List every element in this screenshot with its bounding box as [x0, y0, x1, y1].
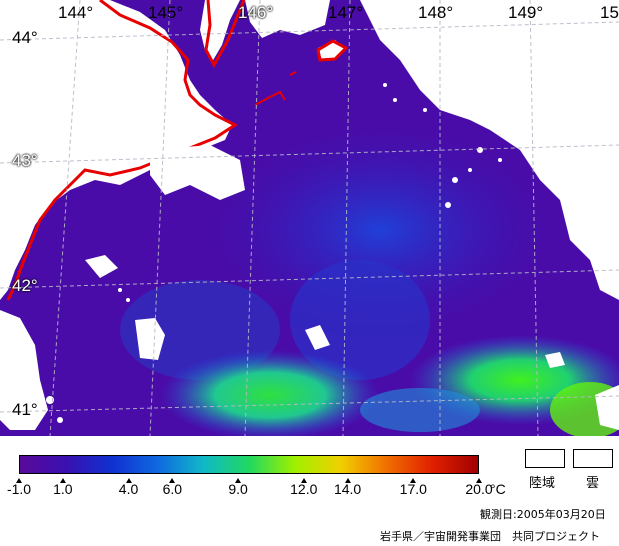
latitude-label: 42°	[12, 276, 38, 295]
longitude-label: 148°	[418, 3, 454, 22]
color-bar-tick	[476, 478, 482, 483]
latitude-label: 43°	[12, 151, 38, 170]
cloud-cover	[0, 0, 619, 430]
longitude-label: 145°	[148, 3, 184, 22]
warm-water-region	[360, 388, 480, 432]
coastline	[204, 0, 246, 69]
coastline	[289, 71, 297, 76]
color-bar-tick-label: -1.0	[6, 481, 32, 497]
color-bar-tick	[16, 478, 22, 483]
color-bar-tick	[235, 478, 242, 483]
credit-text: 岩手県／宇宙開発事業団 共同プロジェクト	[380, 530, 600, 543]
sea-surface-temperature-map	[0, 0, 619, 436]
cold-water-region	[290, 260, 430, 380]
longitude-label: 144°	[58, 3, 94, 22]
color-bar-tick-label: 4.0	[118, 481, 139, 497]
cold-water-region	[200, 120, 560, 340]
land-legend-label: 陸域	[529, 476, 556, 491]
latitude-label: 44°	[12, 28, 38, 47]
land-legend-swatch	[525, 449, 565, 468]
color-bar-tick	[410, 478, 417, 483]
latitude-label: 41°	[12, 400, 38, 419]
longitude-label: 149°	[508, 3, 544, 22]
color-bar-tick-label: 12.0	[290, 481, 318, 497]
color-bar-tick	[125, 478, 132, 483]
longitude-label: 15	[600, 3, 619, 22]
color-bar-tick-label: 9.0	[228, 481, 248, 497]
color-bar-tick-label: 14.0	[333, 481, 362, 497]
color-bar-tick	[300, 478, 307, 483]
observation-date: 観測日:2005年03月20日	[480, 508, 606, 521]
color-bar-tick-label: 6.0	[162, 481, 183, 497]
color-bar-tick	[59, 478, 66, 483]
coastline	[254, 90, 286, 106]
color-bar-tick-label: 20.0	[465, 481, 493, 497]
land-area	[0, 0, 232, 300]
color-bar-tick-label: 1.0	[53, 481, 73, 497]
coastline	[316, 39, 349, 62]
warm-water-region	[160, 350, 380, 436]
longitude-label: 146°	[238, 3, 274, 22]
cloud-legend-swatch	[573, 449, 613, 468]
color-bar-tick-label: 17.0	[399, 481, 427, 497]
cloud-legend-label: 雲	[586, 476, 600, 491]
temperature-unit: °C	[490, 481, 506, 497]
temperature-color-bar	[19, 455, 479, 474]
color-bar-tick	[169, 478, 176, 483]
longitude-label: 147°	[328, 3, 364, 22]
graticule	[0, 0, 619, 436]
color-bar-tick	[344, 478, 351, 483]
